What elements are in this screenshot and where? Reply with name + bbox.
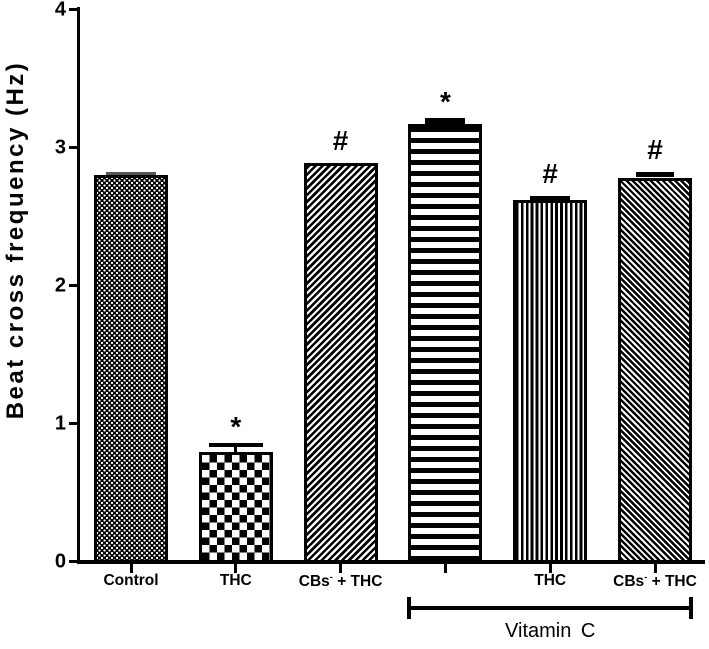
bar-vitaminc-cbs-thc — [618, 177, 692, 563]
bar-vitaminc-thc — [513, 199, 588, 563]
x-category-label: CBs- + THC — [298, 572, 383, 591]
y-tick-mark — [69, 146, 78, 149]
x-category-label: CBs- + THC — [613, 572, 697, 591]
x-category-label: Control — [103, 572, 159, 589]
bracket-left-cap — [407, 597, 412, 619]
significance-mark: # — [647, 133, 663, 165]
significance-mark: * — [439, 85, 451, 117]
x-category-label: THC — [219, 572, 252, 589]
y-tick-mark — [69, 560, 78, 563]
significance-mark: * — [230, 410, 242, 442]
y-tick-mark — [69, 284, 78, 287]
bar-vitaminc — [408, 123, 483, 563]
y-tick-mark — [69, 8, 78, 11]
error-bar-stem — [234, 442, 238, 453]
y-tick-label: 3 — [54, 136, 66, 158]
x-axis-line — [77, 560, 705, 564]
y-tick-mark — [69, 422, 78, 425]
significance-mark: # — [542, 157, 558, 189]
error-bar-cap — [530, 195, 571, 201]
significance-mark: # — [332, 124, 349, 156]
x-tick-mark — [234, 564, 238, 573]
error-bar-cap — [106, 172, 156, 176]
bar-cbs-thc — [303, 162, 378, 563]
x-category-label: THC — [534, 572, 567, 589]
x-tick-mark — [653, 564, 657, 573]
y-tick-label: 2 — [54, 274, 66, 296]
x-tick-mark — [339, 564, 343, 573]
error-bar-cap — [208, 442, 263, 447]
bracket-right-cap — [689, 597, 693, 619]
y-tick-label: 4 — [54, 0, 66, 20]
error-bar-cap — [425, 117, 466, 124]
x-tick-mark — [129, 564, 133, 573]
y-axis-title: Beat cross frequency (Hz) — [2, 60, 29, 420]
bracket-label: Vitamin C — [505, 620, 596, 642]
bar-thc — [198, 452, 273, 563]
x-tick-mark — [443, 564, 447, 573]
y-tick-label: 0 — [54, 550, 66, 572]
x-tick-mark — [548, 564, 552, 573]
bracket-line — [407, 606, 693, 610]
y-tick-label: 1 — [54, 412, 66, 434]
bar-control — [94, 174, 168, 563]
y-axis-line — [77, 7, 80, 564]
error-bar-cap — [636, 171, 674, 177]
